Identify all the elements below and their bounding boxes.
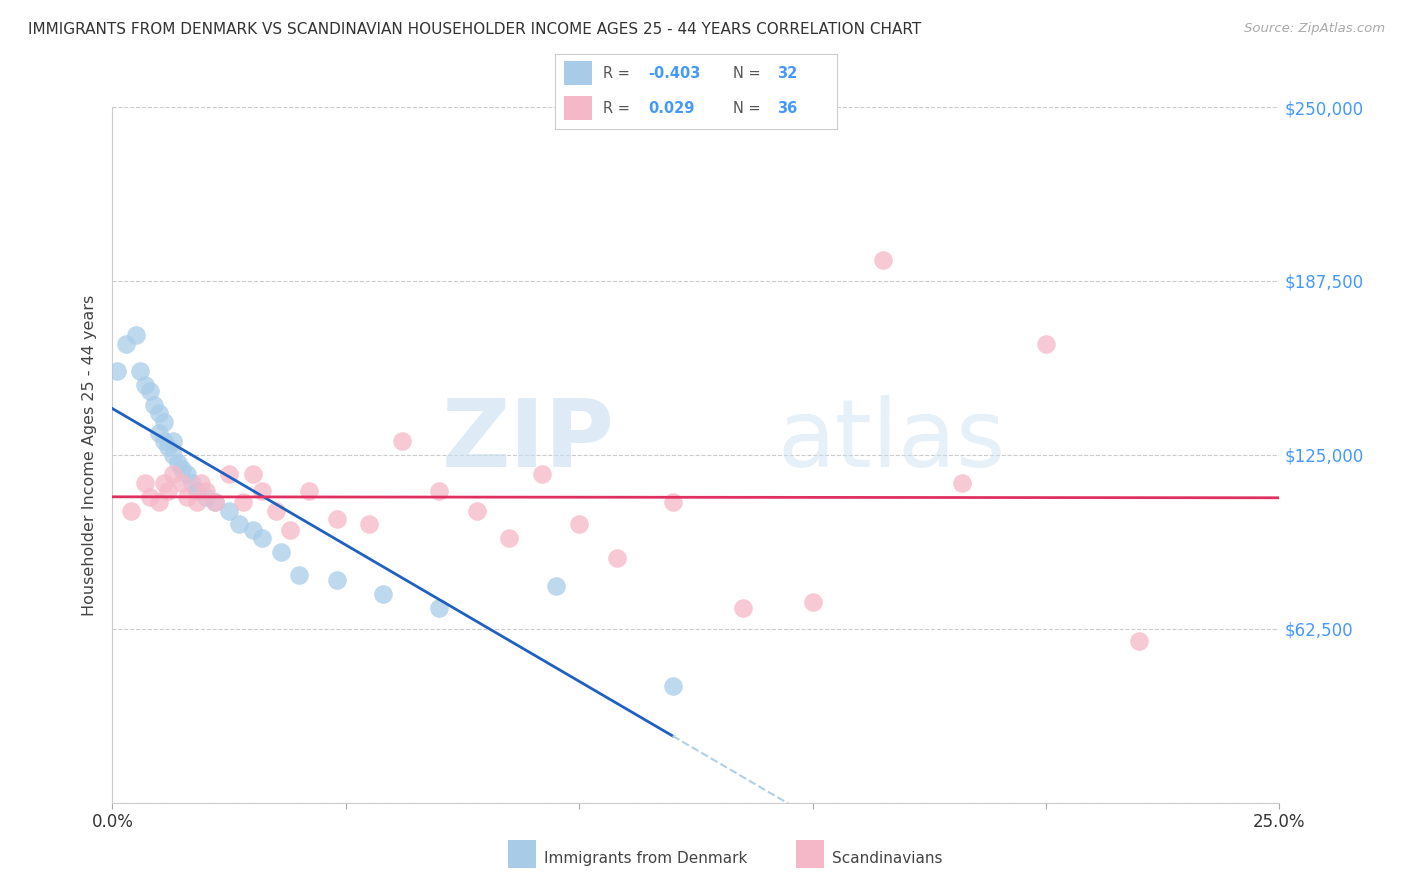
Point <box>297 484 319 499</box>
Point <box>1035 336 1057 351</box>
Point <box>153 475 176 490</box>
Point <box>134 475 156 490</box>
Point <box>115 336 138 351</box>
Point <box>242 523 264 537</box>
Point <box>157 440 180 454</box>
Point <box>218 503 240 517</box>
Point <box>204 495 226 509</box>
Point <box>153 434 176 448</box>
Text: Scandinavians: Scandinavians <box>832 852 943 866</box>
Point <box>530 467 553 482</box>
Text: IMMIGRANTS FROM DENMARK VS SCANDINAVIAN HOUSEHOLDER INCOME AGES 25 - 44 YEARS CO: IMMIGRANTS FROM DENMARK VS SCANDINAVIAN … <box>28 22 921 37</box>
Point <box>204 495 226 509</box>
Point <box>157 484 180 499</box>
Point <box>176 490 198 504</box>
Point <box>194 484 217 499</box>
Point <box>872 253 894 268</box>
Point <box>242 467 264 482</box>
Point <box>143 398 166 412</box>
Text: R =: R = <box>603 66 630 81</box>
Point <box>139 490 162 504</box>
Point <box>465 503 488 517</box>
Point <box>129 364 152 378</box>
Point <box>194 490 217 504</box>
Point <box>250 532 273 546</box>
Point <box>190 475 212 490</box>
Point <box>139 384 162 398</box>
Point <box>950 475 973 490</box>
Point <box>105 364 128 378</box>
Point <box>606 550 628 565</box>
Text: 0.029: 0.029 <box>648 101 695 116</box>
Text: 36: 36 <box>778 101 797 116</box>
Point <box>148 495 170 509</box>
Point <box>148 425 170 440</box>
Text: N =: N = <box>733 66 761 81</box>
Point <box>186 495 208 509</box>
Point <box>162 467 184 482</box>
Point <box>172 475 194 490</box>
Point <box>134 378 156 392</box>
Text: 32: 32 <box>778 66 797 81</box>
Point <box>270 545 292 559</box>
Text: -0.403: -0.403 <box>648 66 700 81</box>
Point <box>250 484 273 499</box>
Point <box>166 456 188 470</box>
Point <box>232 495 254 509</box>
Point <box>391 434 413 448</box>
Point <box>801 595 824 609</box>
Point <box>228 517 250 532</box>
Point <box>162 434 184 448</box>
Point <box>186 484 208 499</box>
Point <box>288 567 311 582</box>
Point <box>498 532 520 546</box>
Text: R =: R = <box>603 101 630 116</box>
Point <box>278 523 301 537</box>
Point <box>427 601 450 615</box>
Point <box>661 495 683 509</box>
Text: Immigrants from Denmark: Immigrants from Denmark <box>544 852 748 866</box>
Point <box>148 406 170 420</box>
Text: N =: N = <box>733 101 761 116</box>
Point <box>373 587 395 601</box>
Text: Source: ZipAtlas.com: Source: ZipAtlas.com <box>1244 22 1385 36</box>
Text: ZIP: ZIP <box>441 395 614 487</box>
Point <box>661 679 683 693</box>
Point <box>162 448 184 462</box>
Point <box>568 517 591 532</box>
Point <box>125 328 148 343</box>
Point <box>120 503 142 517</box>
Y-axis label: Householder Income Ages 25 - 44 years: Householder Income Ages 25 - 44 years <box>82 294 97 615</box>
Point <box>359 517 381 532</box>
FancyBboxPatch shape <box>564 96 592 120</box>
Point <box>325 512 347 526</box>
Point <box>172 462 194 476</box>
Point <box>544 579 567 593</box>
Point <box>731 601 754 615</box>
Point <box>153 415 176 429</box>
FancyBboxPatch shape <box>796 840 824 868</box>
FancyBboxPatch shape <box>508 840 536 868</box>
Point <box>218 467 240 482</box>
FancyBboxPatch shape <box>564 62 592 86</box>
Text: atlas: atlas <box>778 395 1005 487</box>
Point <box>264 503 287 517</box>
Point <box>325 573 347 587</box>
Point <box>427 484 450 499</box>
Point <box>176 467 198 482</box>
Point <box>180 475 202 490</box>
Point <box>1128 634 1150 648</box>
